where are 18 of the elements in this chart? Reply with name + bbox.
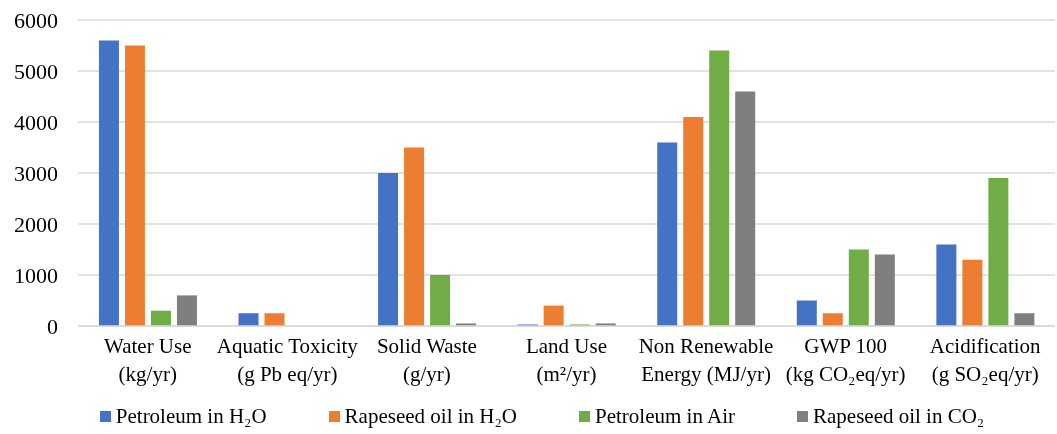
y-tick-label: 0 xyxy=(47,313,58,339)
x-tick-label: Solid Waste (g/yr) xyxy=(376,334,477,386)
legend-label: Petroleum in H₂O xyxy=(115,403,267,429)
legend-label: Rapeseed oil in CO₂ xyxy=(812,403,985,429)
x-tick-label: Aquatic Toxicity (g Pb eq/yr) xyxy=(216,334,359,386)
x-tick-label: Non Renewable Energy (MJ/yr) xyxy=(638,334,774,386)
y-tick-label: 6000 xyxy=(14,7,58,33)
y-tick-label: 4000 xyxy=(14,109,58,135)
y-tick-label: 1000 xyxy=(14,262,58,288)
x-tick-label: Land Use (m²/yr) xyxy=(525,334,608,386)
x-tick-label: Acidification (g SO₂eq/yr) xyxy=(929,334,1042,386)
legend-label: Petroleum in Air xyxy=(594,403,735,429)
x-tick-label: Water Use (kg/yr) xyxy=(104,334,192,386)
x-tick-label: GWP 100 (kg CO₂eq/yr) xyxy=(785,334,906,386)
y-tick-label: 5000 xyxy=(14,58,58,84)
legend-label: Rapeseed oil in H₂O xyxy=(344,403,517,429)
y-tick-label: 2000 xyxy=(14,211,58,237)
y-tick-label: 3000 xyxy=(14,160,58,186)
